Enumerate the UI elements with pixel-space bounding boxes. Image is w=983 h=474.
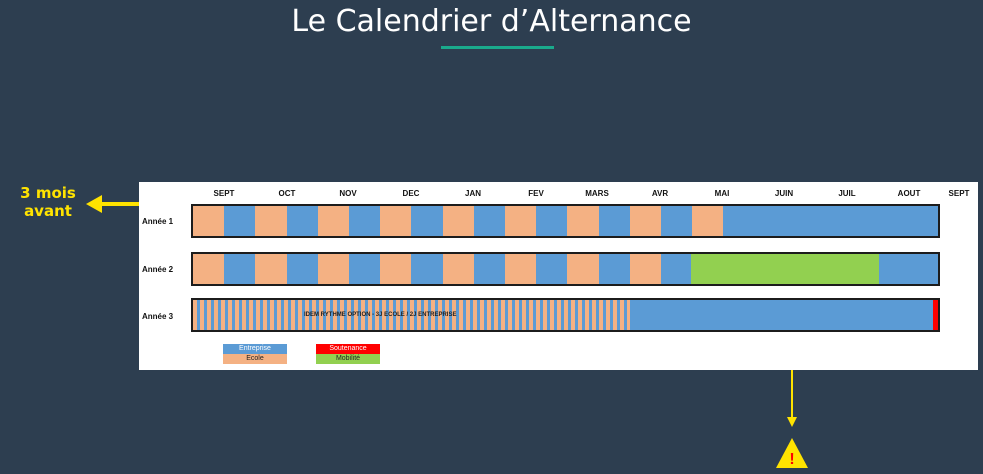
month-label: MAI (714, 189, 730, 198)
ecole-segment (505, 254, 537, 284)
month-label: AVR (651, 189, 669, 198)
entreprise-segment (286, 254, 318, 284)
entreprise-segment (598, 206, 630, 236)
year-label-2: Année 2 (142, 265, 174, 274)
ecole-segment (567, 206, 599, 236)
ecole-segment (442, 254, 474, 284)
month-label: SEPT (948, 189, 970, 198)
ecole-segment (505, 206, 537, 236)
month-label: JUIN (774, 189, 794, 198)
month-label: JAN (464, 189, 482, 198)
ecole-segment (380, 206, 412, 236)
warning-symbol: ! (789, 451, 794, 468)
entreprise-segment (536, 206, 568, 236)
month-label: AOUT (897, 189, 921, 198)
entreprise-segment (224, 206, 256, 236)
year3-stripes (193, 300, 630, 330)
ecole-segment (193, 206, 225, 236)
ecole-segment (629, 206, 661, 236)
month-label: OCT (278, 189, 296, 198)
ecole-segment (567, 254, 599, 284)
entreprise-segment (349, 254, 381, 284)
entreprise-segment (536, 254, 568, 284)
title-underline (441, 46, 554, 49)
year1-bar (191, 204, 940, 238)
ecole-segment (380, 254, 412, 284)
entreprise-segment (661, 206, 693, 236)
warning-triangle-icon: ! (776, 438, 808, 468)
legend-entreprise: Entreprise (223, 344, 287, 354)
advance-note-line1: 3 mois (20, 184, 76, 202)
entreprise-segment (286, 206, 318, 236)
month-label: MARS (585, 189, 609, 198)
ecole-segment (692, 206, 724, 236)
month-label: SEPT (213, 189, 235, 198)
ecole-segment (317, 206, 349, 236)
ecole-segment (629, 254, 661, 284)
ecole-segment (442, 206, 474, 236)
ecole-segment (255, 206, 287, 236)
advance-note-line2: avant (24, 202, 72, 220)
month-label: NOV (339, 189, 357, 198)
legend-mobilite: Mobilité (316, 354, 380, 364)
entreprise-segment (598, 254, 630, 284)
entreprise-segment (661, 254, 693, 284)
year3-text: IDEM RYTHME OPTION - 3J ECOLE / 2J ENTRE… (304, 312, 457, 318)
legend-soutenance: Soutenance (316, 344, 380, 354)
soutenance-segment (933, 300, 938, 330)
year2-bar (191, 252, 940, 286)
entreprise-segment (411, 206, 443, 236)
advance-note: 3 mois avant (20, 184, 76, 220)
calendar-panel: SEPT OCT NOV DEC JAN FEV MARS AVR MAI JU… (139, 182, 978, 370)
entreprise-segment (473, 254, 505, 284)
month-label: JUIL (838, 189, 856, 198)
year-label-3: Année 3 (142, 312, 174, 321)
page-title: Le Calendrier d’Alternance (291, 4, 692, 39)
year3-bar: IDEM RYTHME OPTION - 3J ECOLE / 2J ENTRE… (191, 298, 940, 332)
entreprise-segment (349, 206, 381, 236)
entreprise-segment (411, 254, 443, 284)
entreprise-segment (473, 206, 505, 236)
ecole-segment (193, 254, 225, 284)
month-label: FEV (528, 189, 544, 198)
entreprise-segment (224, 254, 256, 284)
ecole-segment (317, 254, 349, 284)
legend-ecole: Ecole (223, 354, 287, 364)
ecole-segment (255, 254, 287, 284)
year-label-1: Année 1 (142, 217, 174, 226)
month-label: DEC (402, 189, 420, 198)
mobilite-segment (691, 254, 879, 284)
